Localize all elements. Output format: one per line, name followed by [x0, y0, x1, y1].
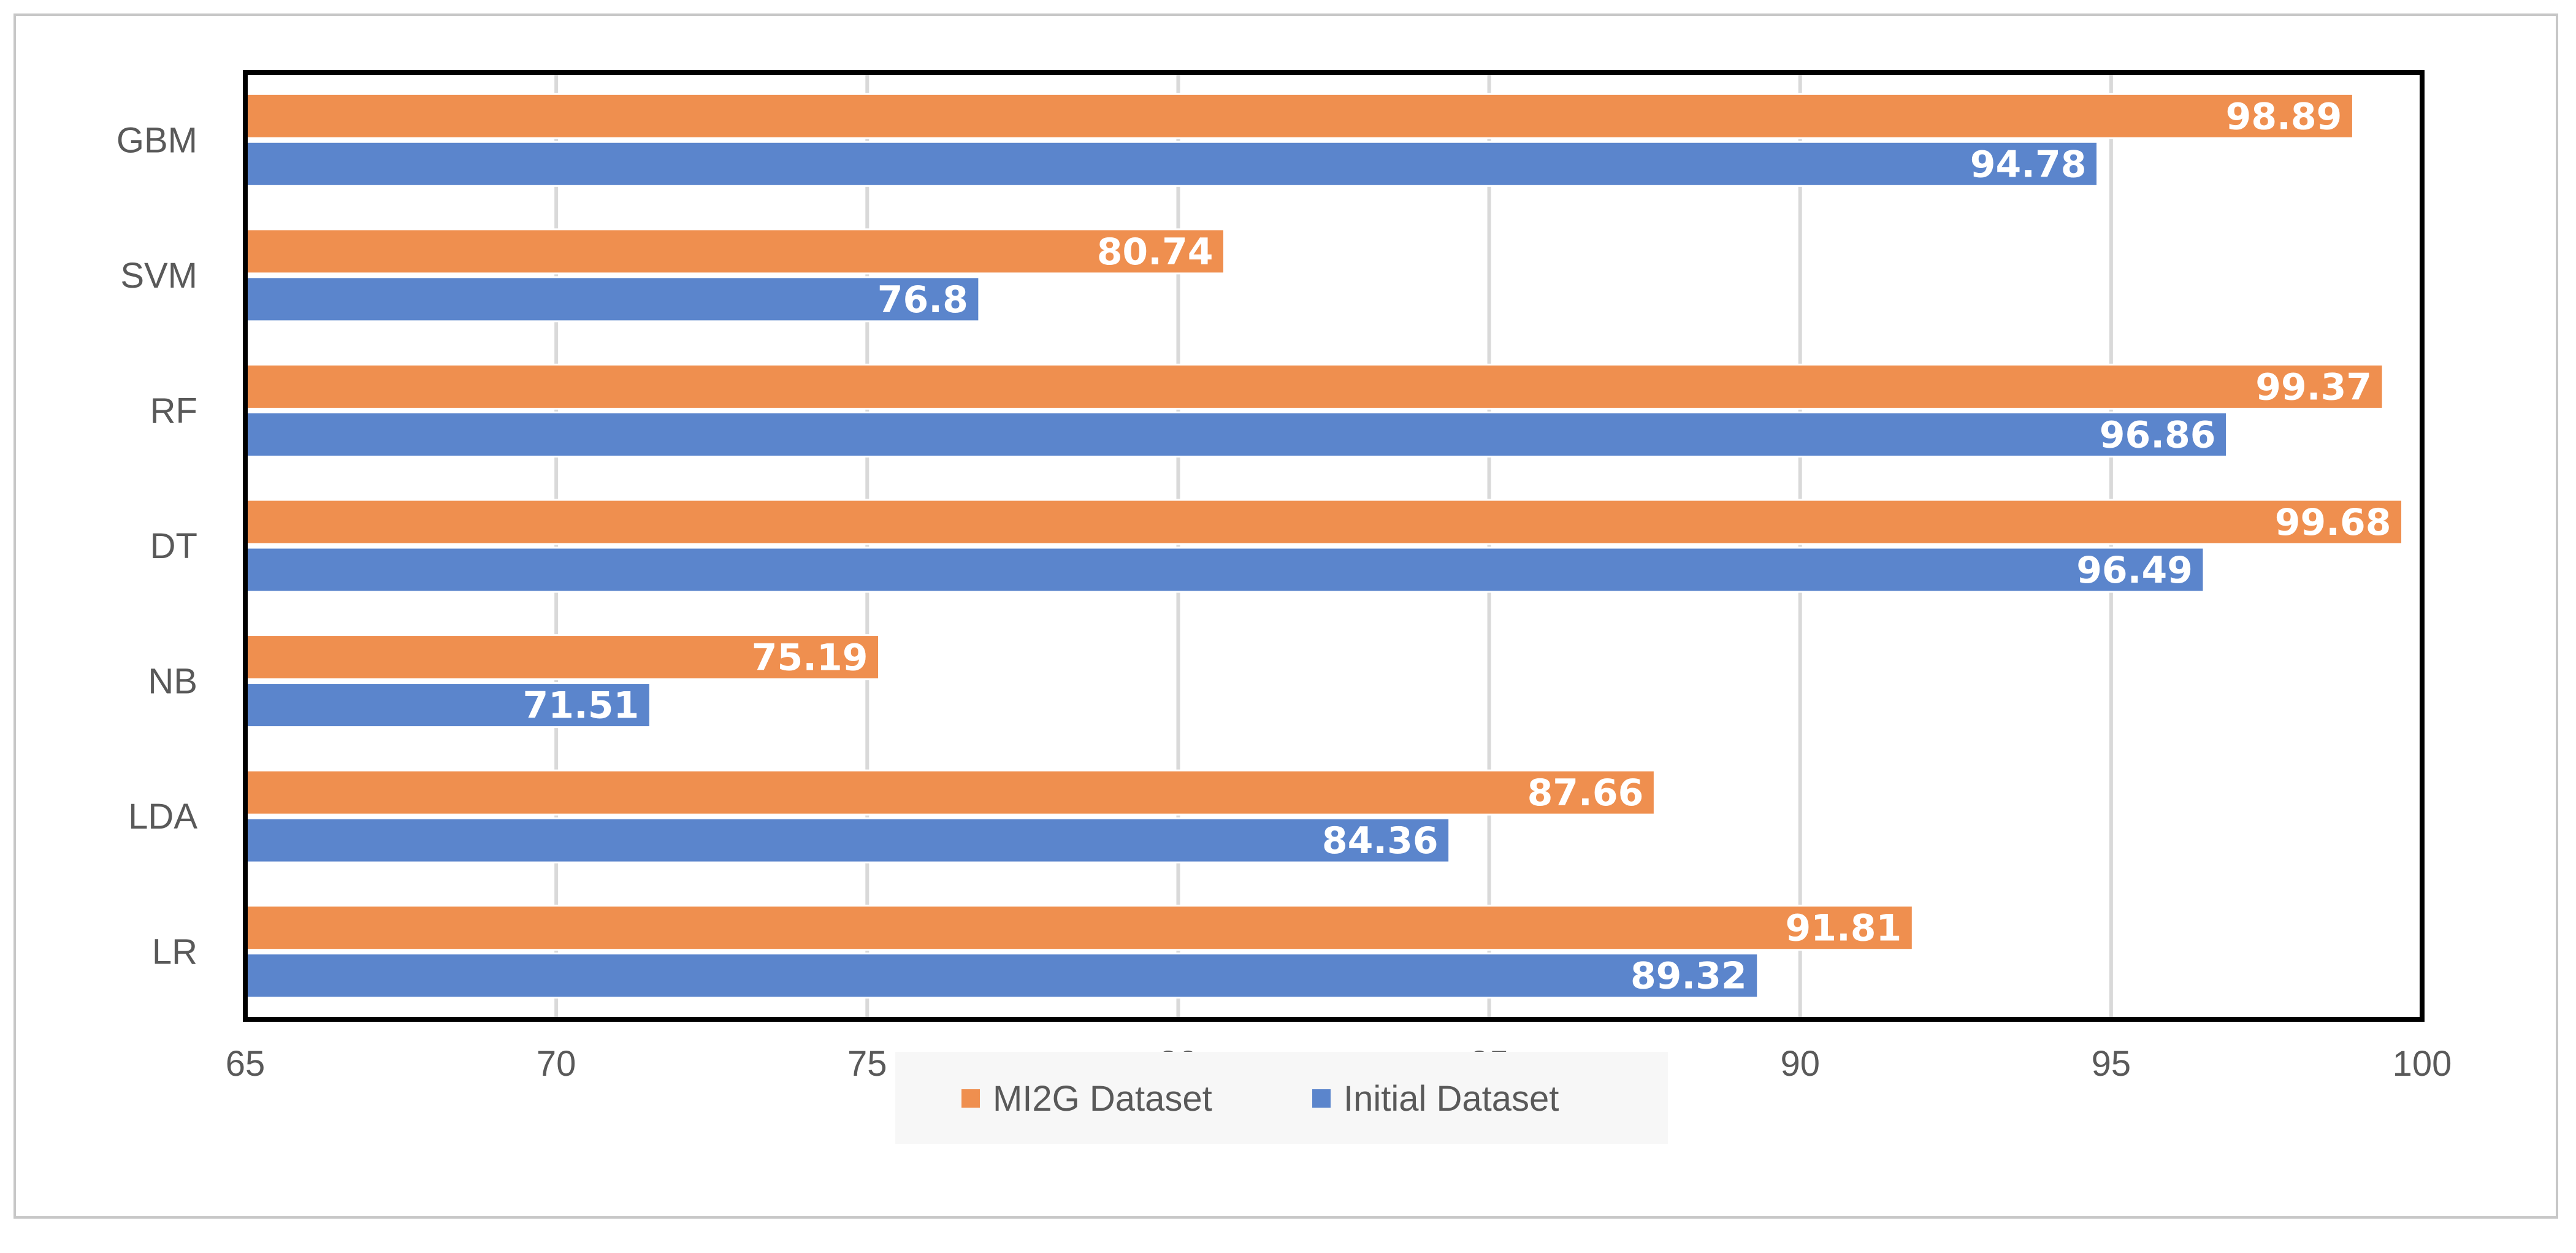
y-tick-label: GBM — [117, 120, 197, 160]
bar-dt-initial — [244, 546, 2205, 593]
bar-nb-mi2g — [244, 634, 881, 681]
bar-gbm-mi2g — [244, 93, 2354, 139]
bar-lda-initial — [244, 817, 1451, 864]
data-label-lr-mi2g: 91.81 — [1786, 907, 1902, 950]
data-label-dt-initial: 96.49 — [2076, 549, 2193, 592]
legend-background — [895, 1052, 1668, 1144]
bars — [244, 93, 2404, 999]
data-label-gbm-initial: 94.78 — [1970, 143, 2087, 186]
bar-lr-mi2g — [244, 905, 1914, 951]
data-label-nb-mi2g: 75.19 — [752, 637, 868, 680]
x-tick-label: 100 — [2393, 1044, 2452, 1084]
y-tick-label: DT — [150, 526, 197, 566]
data-labels: 98.89 94.78 80.74 76.8 99.37 96.86 99.68 96.49 7… — [523, 95, 2391, 997]
data-label-rf-initial: 96.86 — [2100, 413, 2216, 456]
data-label-lda-mi2g: 87.66 — [1527, 772, 1644, 814]
x-tick-label: 90 — [1780, 1044, 1820, 1084]
legend: MI2G Dataset Initial Dataset — [895, 1052, 1668, 1144]
bar-svm-initial — [244, 276, 980, 323]
bar-dt-mi2g — [244, 499, 2404, 545]
bar-svm-mi2g — [244, 228, 1225, 275]
y-tick-label: NB — [148, 662, 197, 702]
y-tick-label: RF — [150, 391, 197, 431]
data-label-gbm-mi2g: 98.89 — [2226, 95, 2342, 138]
data-label-rf-mi2g: 99.37 — [2255, 366, 2372, 408]
y-tick-label: LR — [152, 932, 197, 972]
y-tick-label: SVM — [120, 256, 197, 296]
bar-nb-initial — [244, 682, 651, 729]
data-label-svm-mi2g: 80.74 — [1097, 231, 1213, 274]
legend-label-mi2g: MI2G Dataset — [993, 1079, 1212, 1119]
x-tick-label: 65 — [226, 1044, 266, 1084]
data-label-lr-initial: 89.32 — [1630, 955, 1747, 998]
legend-swatch-mi2g — [961, 1089, 980, 1108]
bar-lda-mi2g — [244, 769, 1656, 816]
legend-swatch-initial — [1312, 1089, 1331, 1108]
data-label-nb-initial: 71.51 — [523, 684, 640, 727]
bar-rf-mi2g — [244, 363, 2384, 410]
data-label-lda-initial: 84.36 — [1322, 819, 1439, 862]
bar-lr-initial — [244, 952, 1759, 999]
plot-area — [245, 72, 2422, 1019]
x-tick-label: 75 — [847, 1044, 887, 1084]
data-label-svm-initial: 76.8 — [877, 278, 968, 321]
legend-label-initial: Initial Dataset — [1343, 1079, 1559, 1119]
bar-rf-initial — [244, 411, 2228, 458]
x-tick-label: 95 — [2092, 1044, 2131, 1084]
data-label-dt-mi2g: 99.68 — [2275, 501, 2391, 544]
plot-border — [243, 70, 2425, 1022]
bar-gbm-initial — [244, 140, 2099, 187]
y-tick-label: LDA — [128, 797, 197, 837]
y-axis-ticks: GBM SVM RF DT NB LDA LR — [117, 120, 197, 971]
x-tick-label: 70 — [537, 1044, 576, 1084]
